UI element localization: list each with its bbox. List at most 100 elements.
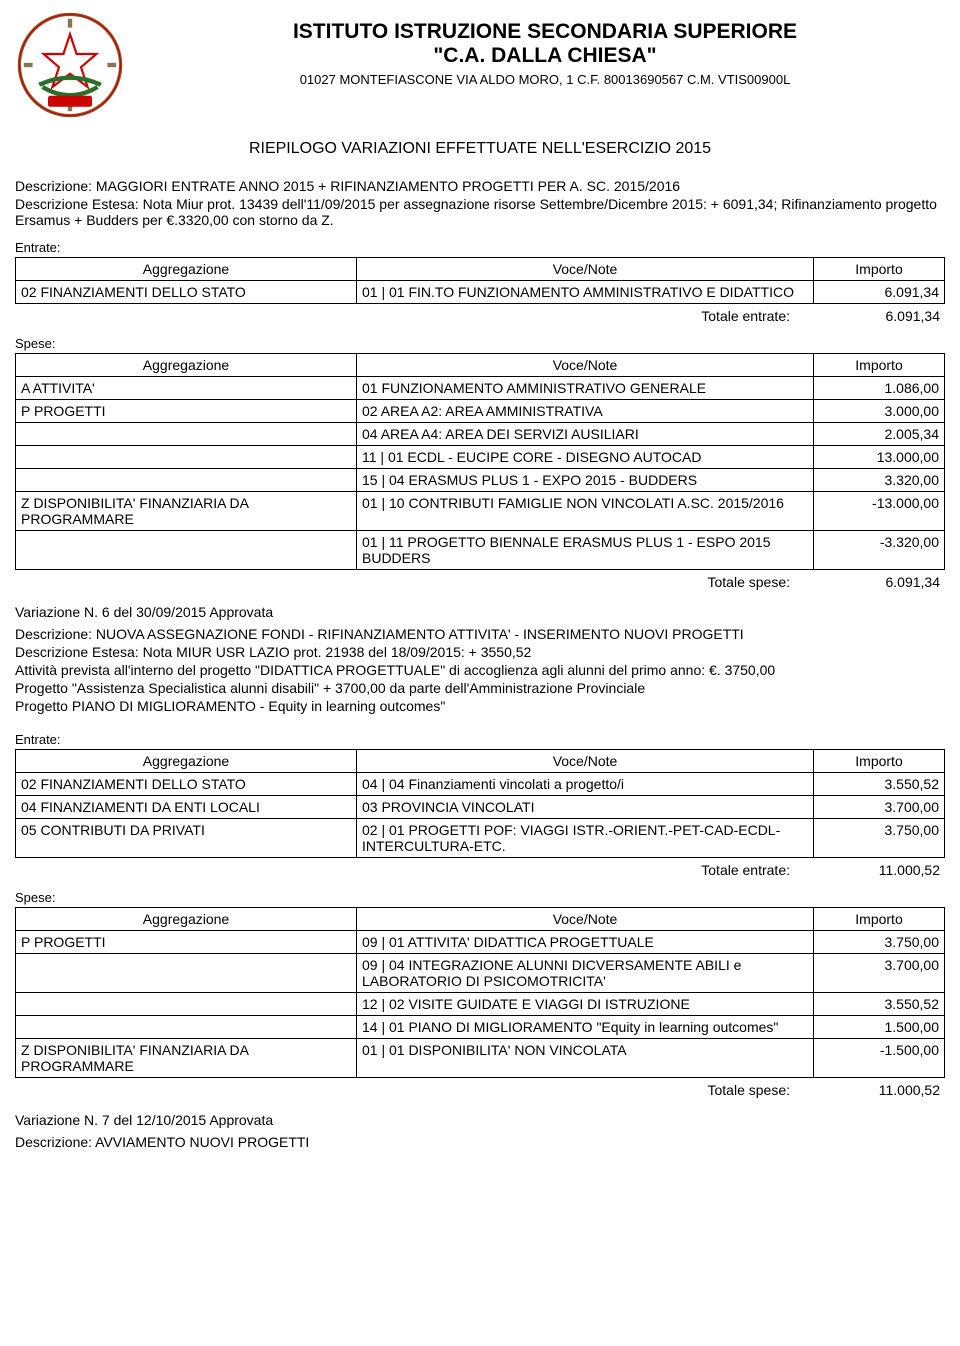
cell-importo: -1.500,00 [814,1039,945,1078]
cell-agg: 02 FINANZIAMENTI DELLO STATO [16,773,357,796]
total-label: Totale entrate: [701,308,820,324]
cell-voce: 03 PROVINCIA VINCOLATI [357,796,814,819]
table-row: 02 FINANZIAMENTI DELLO STATO 01 | 01 FIN… [16,281,945,304]
th-aggregazione: Aggregazione [16,908,357,931]
cell-agg [16,954,357,993]
document-header: ISTITUTO ISTRUZIONE SECONDARIA SUPERIORE… [15,10,945,120]
cell-agg: 05 CONTRIBUTI DA PRIVATI [16,819,357,858]
cell-agg [16,446,357,469]
institution-name-line2: "C.A. DALLA CHIESA" [145,44,945,68]
th-aggregazione: Aggregazione [16,258,357,281]
cell-agg: P PROGETTI [16,400,357,423]
block1-entrate-total: Totale entrate: 6.091,34 [15,308,945,324]
total-value: 6.091,34 [820,574,945,590]
cell-agg: 02 FINANZIAMENTI DELLO STATO [16,281,357,304]
th-aggregazione: Aggregazione [16,354,357,377]
cell-importo: -13.000,00 [814,492,945,531]
table-row: P PROGETTI02 AREA A2: AREA AMMINISTRATIV… [16,400,945,423]
table-row: 04 FINANZIAMENTI DA ENTI LOCALI03 PROVIN… [16,796,945,819]
th-importo: Importo [814,258,945,281]
cell-importo: 6.091,34 [814,281,945,304]
state-emblem [15,10,125,120]
cell-voce: 04 AREA A4: AREA DEI SERVIZI AUSILIARI [357,423,814,446]
cell-importo: 3.000,00 [814,400,945,423]
cell-voce: 15 | 04 ERASMUS PLUS 1 - EXPO 2015 - BUD… [357,469,814,492]
cell-voce: 11 | 01 ECDL - EUCIPE CORE - DISEGNO AUT… [357,446,814,469]
table-row: 04 AREA A4: AREA DEI SERVIZI AUSILIARI2.… [16,423,945,446]
cell-importo: -3.320,00 [814,531,945,570]
cell-voce: 01 | 01 FIN.TO FUNZIONAMENTO AMMINISTRAT… [357,281,814,304]
variazione6-estesa-l4: Progetto PIANO DI MIGLIORAMENTO - Equity… [15,698,945,714]
cell-importo: 3.550,52 [814,773,945,796]
variazione6-estesa-l1: Descrizione Estesa: Nota MIUR USR LAZIO … [15,644,945,660]
cell-agg: Z DISPONIBILITA' FINANZIARIA DA PROGRAMM… [16,1039,357,1078]
table-row: 05 CONTRIBUTI DA PRIVATI02 | 01 PROGETTI… [16,819,945,858]
total-value: 11.000,52 [820,862,945,878]
cell-voce: 09 | 04 INTEGRAZIONE ALUNNI DICVERSAMENT… [357,954,814,993]
total-value: 6.091,34 [820,308,945,324]
cell-voce: 01 | 11 PROGETTO BIENNALE ERASMUS PLUS 1… [357,531,814,570]
variazione6-entrate-label: Entrate: [15,732,945,747]
cell-voce: 04 | 04 Finanziamenti vincolati a proget… [357,773,814,796]
cell-importo: 2.005,34 [814,423,945,446]
table-row: 09 | 04 INTEGRAZIONE ALUNNI DICVERSAMENT… [16,954,945,993]
variazione7-title: Variazione N. 7 del 12/10/2015 Approvata [15,1112,945,1128]
th-importo: Importo [814,750,945,773]
total-label: Totale spese: [708,574,821,590]
cell-voce: 14 | 01 PIANO DI MIGLIORAMENTO "Equity i… [357,1016,814,1039]
cell-voce: 02 | 01 PROGETTI POF: VIAGGI ISTR.-ORIEN… [357,819,814,858]
cell-importo: 3.700,00 [814,954,945,993]
variazione6-spese-total: Totale spese: 11.000,52 [15,1082,945,1098]
cell-agg [16,1016,357,1039]
variazione6-spese-table: Aggregazione Voce/Note Importo P PROGETT… [15,907,945,1078]
institution-address: 01027 MONTEFIASCONE VIA ALDO MORO, 1 C.F… [145,72,945,87]
variazione7-descrizione: Descrizione: AVVIAMENTO NUOVI PROGETTI [15,1134,945,1150]
variazione6-estesa-l2: Attività prevista all'interno del proget… [15,662,945,678]
block1-descrizione: Descrizione: MAGGIORI ENTRATE ANNO 2015 … [15,178,945,194]
block1-entrate-label: Entrate: [15,240,945,255]
th-importo: Importo [814,354,945,377]
variazione6-estesa-l3: Progetto "Assistenza Specialistica alunn… [15,680,945,696]
table-row: Z DISPONIBILITA' FINANZIARIA DA PROGRAMM… [16,1039,945,1078]
main-title: RIEPILOGO VARIAZIONI EFFETTUATE NELL'ESE… [15,140,945,158]
table-row: 14 | 01 PIANO DI MIGLIORAMENTO "Equity i… [16,1016,945,1039]
table-row: 12 | 02 VISITE GUIDATE E VIAGGI DI ISTRU… [16,993,945,1016]
table-row: 15 | 04 ERASMUS PLUS 1 - EXPO 2015 - BUD… [16,469,945,492]
cell-voce: 02 AREA A2: AREA AMMINISTRATIVA [357,400,814,423]
header-text-block: ISTITUTO ISTRUZIONE SECONDARIA SUPERIORE… [145,10,945,87]
cell-importo: 3.700,00 [814,796,945,819]
cell-agg: A ATTIVITA' [16,377,357,400]
table-row: 02 FINANZIAMENTI DELLO STATO04 | 04 Fina… [16,773,945,796]
block1-spese-total: Totale spese: 6.091,34 [15,574,945,590]
cell-voce: 09 | 01 ATTIVITA' DIDATTICA PROGETTUALE [357,931,814,954]
cell-importo: 3.750,00 [814,931,945,954]
cell-agg [16,469,357,492]
cell-agg: Z DISPONIBILITA' FINANZIARIA DA PROGRAMM… [16,492,357,531]
th-voce: Voce/Note [357,354,814,377]
variazione6-descrizione: Descrizione: NUOVA ASSEGNAZIONE FONDI - … [15,626,945,642]
cell-importo: 3.320,00 [814,469,945,492]
cell-agg [16,531,357,570]
cell-voce: 01 | 10 CONTRIBUTI FAMIGLIE NON VINCOLAT… [357,492,814,531]
cell-agg: P PROGETTI [16,931,357,954]
block1-spese-table: Aggregazione Voce/Note Importo A ATTIVIT… [15,353,945,570]
table-row: A ATTIVITA'01 FUNZIONAMENTO AMMINISTRATI… [16,377,945,400]
th-importo: Importo [814,908,945,931]
cell-importo: 1.086,00 [814,377,945,400]
institution-name-line1: ISTITUTO ISTRUZIONE SECONDARIA SUPERIORE [145,20,945,44]
cell-importo: 3.550,52 [814,993,945,1016]
th-aggregazione: Aggregazione [16,750,357,773]
variazione6-entrate-total: Totale entrate: 11.000,52 [15,862,945,878]
total-value: 11.000,52 [820,1082,945,1098]
total-label: Totale entrate: [701,862,820,878]
block1-descrizione-estesa: Descrizione Estesa: Nota Miur prot. 1343… [15,196,945,228]
cell-importo: 13.000,00 [814,446,945,469]
cell-importo: 3.750,00 [814,819,945,858]
variazione6-title: Variazione N. 6 del 30/09/2015 Approvata [15,604,945,620]
th-voce: Voce/Note [357,750,814,773]
table-row: 11 | 01 ECDL - EUCIPE CORE - DISEGNO AUT… [16,446,945,469]
table-row: P PROGETTI09 | 01 ATTIVITA' DIDATTICA PR… [16,931,945,954]
block1-spese-label: Spese: [15,336,945,351]
cell-agg [16,993,357,1016]
table-row: Z DISPONIBILITA' FINANZIARIA DA PROGRAMM… [16,492,945,531]
